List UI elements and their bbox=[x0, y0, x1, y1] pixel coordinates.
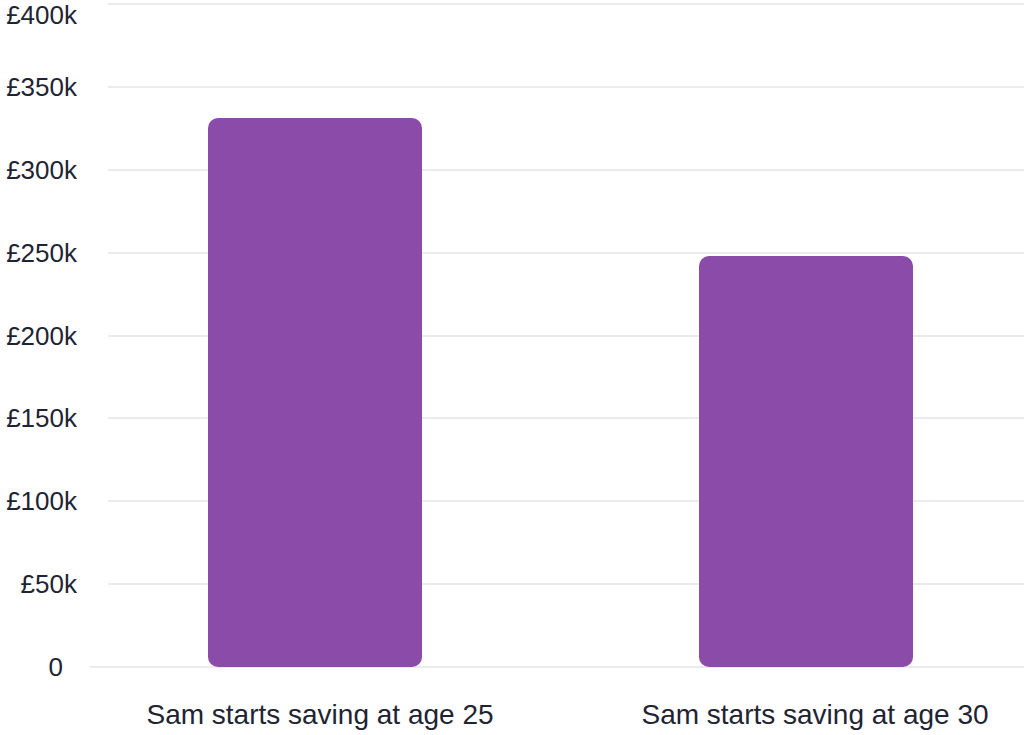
y-axis-tick-label: 0 bbox=[0, 652, 77, 682]
y-axis-tick-label: £400k bbox=[0, 0, 77, 30]
y-axis-tick-label: £100k bbox=[0, 486, 77, 516]
bar-chart: £400k £350k £300k £250k £200k £150k £100k £50k 0… bbox=[0, 0, 1024, 735]
y-axis-tick-label: £50k bbox=[0, 569, 77, 599]
y-axis-tick-label: £200k bbox=[0, 321, 77, 351]
gridline bbox=[108, 3, 1024, 5]
y-axis-tick-label: £350k bbox=[0, 72, 77, 102]
bar-2 bbox=[699, 256, 913, 667]
x-axis-category-label: Sam starts saving at age 30 bbox=[555, 699, 1024, 731]
bar-1 bbox=[208, 118, 422, 667]
y-axis-tick-label: £150k bbox=[0, 403, 77, 433]
y-axis-tick-label: £300k bbox=[0, 155, 77, 185]
x-axis-category-label: Sam starts saving at age 25 bbox=[60, 699, 580, 731]
gridline bbox=[108, 86, 1024, 88]
y-axis-tick-label: £250k bbox=[0, 238, 77, 268]
